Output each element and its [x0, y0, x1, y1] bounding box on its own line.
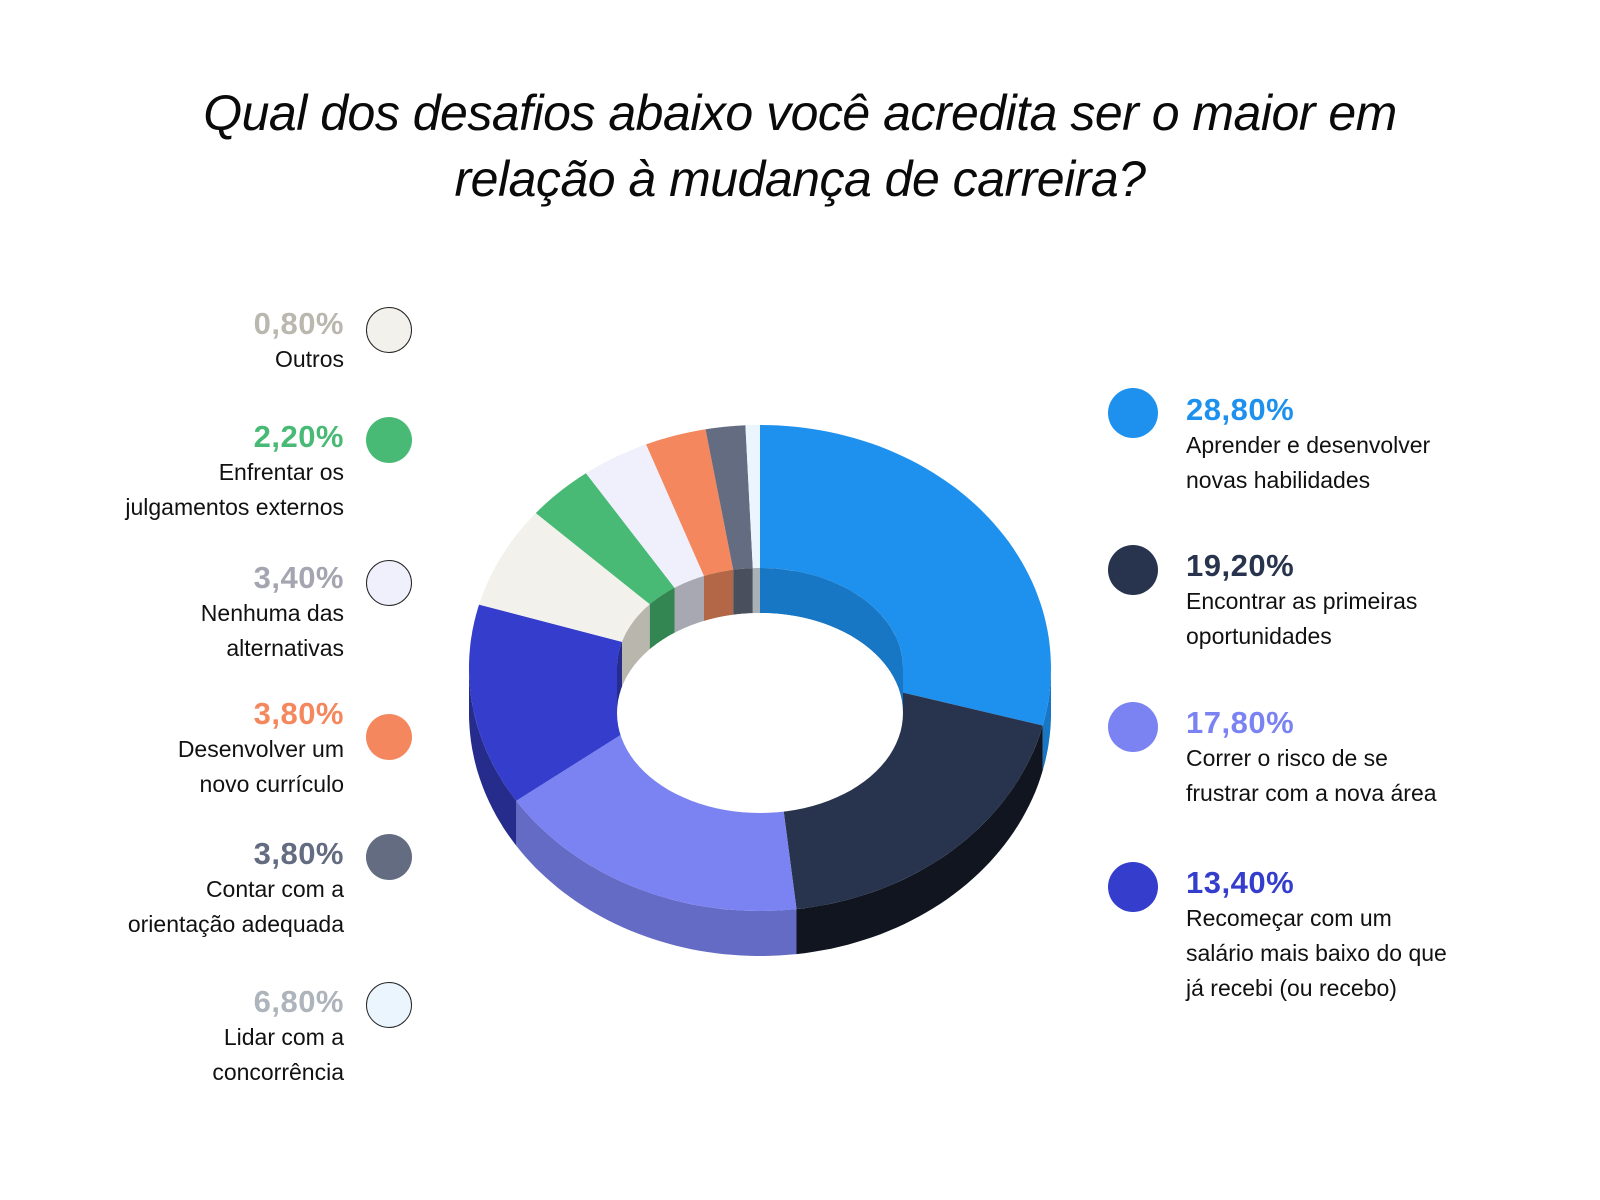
legend-item-julgamentos: 2,20% Enfrentar os julgamentos externos	[125, 419, 344, 525]
slice-outer-wall	[1042, 668, 1051, 771]
donut-slices	[469, 425, 1051, 956]
legend-label: oportunidades	[1186, 623, 1332, 649]
legend-label: Recomeçar com um	[1186, 905, 1392, 931]
donut-slice	[646, 429, 734, 576]
legend-pct: 17,80%	[1186, 705, 1295, 740]
donut-slice	[586, 444, 704, 588]
legend-swatch-oportunidades	[1108, 545, 1158, 595]
legend-item-frustrar: 17,80% Correr o risco de se frustrar com…	[1186, 705, 1437, 811]
slice-inner-wall	[617, 641, 622, 713]
legend-label: Lidar com a	[223, 1024, 344, 1050]
legend-item-orientacao: 3,80% Contar com a orientação adequada	[128, 836, 344, 942]
legend-pct: 28,80%	[1186, 392, 1295, 427]
legend-swatch-outros	[366, 307, 412, 353]
legend-pct: 3,80%	[253, 836, 344, 871]
legend-label: alternativas	[226, 635, 344, 661]
legend-label: concorrência	[212, 1059, 344, 1085]
legend-label: frustrar com a nova área	[1186, 780, 1437, 806]
legend-label: Encontrar as primeiras	[1186, 588, 1418, 614]
legend-swatch-curriculo	[366, 714, 412, 760]
chart-title-line-2: relação à mudança de carreira?	[454, 151, 1146, 207]
donut-slice	[745, 425, 760, 569]
slice-inner-wall	[704, 569, 734, 621]
legend-item-curriculo: 3,80% Desenvolver um novo currículo	[178, 696, 344, 802]
legend-swatch-julgamentos	[366, 417, 412, 463]
legend-item-concorrencia: 6,80% Lidar com a concorrência	[212, 984, 344, 1090]
legend-swatch-orientacao	[366, 834, 412, 880]
legend-pct: 3,40%	[253, 560, 344, 595]
legend-label: salário mais baixo do que	[1186, 940, 1447, 966]
legend-item-oportunidades: 19,20% Encontrar as primeiras oportunida…	[1186, 548, 1417, 654]
legend-item-nenhuma: 3,40% Nenhuma das alternativas	[201, 560, 344, 666]
legend-label: Nenhuma das	[200, 600, 344, 626]
legend-label: julgamentos externos	[125, 494, 344, 520]
legend-label: Outros	[274, 346, 344, 372]
legend-pct: 3,80%	[253, 696, 344, 731]
legend-pct: 0,80%	[253, 306, 344, 341]
legend-swatch-frustrar	[1108, 702, 1158, 752]
slice-outer-wall	[469, 668, 517, 846]
legend-swatch-salario	[1108, 862, 1158, 912]
chart-title-line-1: Qual dos desafios abaixo você acredita s…	[203, 85, 1397, 141]
slice-outer-wall	[516, 800, 797, 956]
legend-label: novas habilidades	[1186, 467, 1371, 493]
donut-slice	[705, 425, 753, 570]
slice-inner-wall	[649, 587, 675, 650]
legend-swatch-habilidades	[1108, 388, 1158, 438]
legend-item-salario: 13,40% Recomeçar com um salário mais bai…	[1186, 865, 1447, 1006]
slice-inner-wall	[622, 604, 650, 687]
donut-slice	[777, 691, 1043, 910]
legend-pct: 13,40%	[1186, 865, 1295, 900]
legend-label: Enfrentar os	[218, 459, 344, 485]
legend-pct: 6,80%	[253, 984, 344, 1019]
donut-slice	[469, 604, 641, 801]
legend-label: orientação adequada	[127, 911, 344, 937]
legend-item-habilidades: 28,80% Aprender e desenvolver novas habi…	[1186, 392, 1430, 498]
donut-hole	[617, 613, 903, 813]
legend-label: já recebi (ou recebo)	[1186, 975, 1397, 1001]
legend-swatch-concorrencia	[366, 982, 412, 1028]
slice-outer-wall	[796, 725, 1043, 955]
chart-title: Qual dos desafios abaixo você acredita s…	[0, 80, 1600, 212]
legend-swatch-nenhuma	[366, 560, 412, 606]
legend-label: Desenvolver um	[177, 736, 344, 762]
donut-slice	[479, 513, 650, 642]
slice-inner-wall	[760, 568, 903, 713]
slice-inner-wall	[674, 576, 704, 633]
legend-label: Correr o risco de se	[1186, 745, 1388, 771]
donut-slice	[535, 473, 675, 605]
donut-slice	[760, 425, 1051, 726]
legend-label: Contar com a	[205, 876, 344, 902]
legend-label: novo currículo	[199, 771, 344, 797]
legend-item-outros: 0,80% Outros	[254, 306, 344, 377]
slice-inner-wall	[733, 568, 753, 615]
legend-label: Aprender e desenvolver	[1186, 432, 1431, 458]
legend-pct: 19,20%	[1186, 548, 1295, 583]
slice-inner-wall	[752, 568, 760, 614]
legend-pct: 2,20%	[253, 419, 344, 454]
